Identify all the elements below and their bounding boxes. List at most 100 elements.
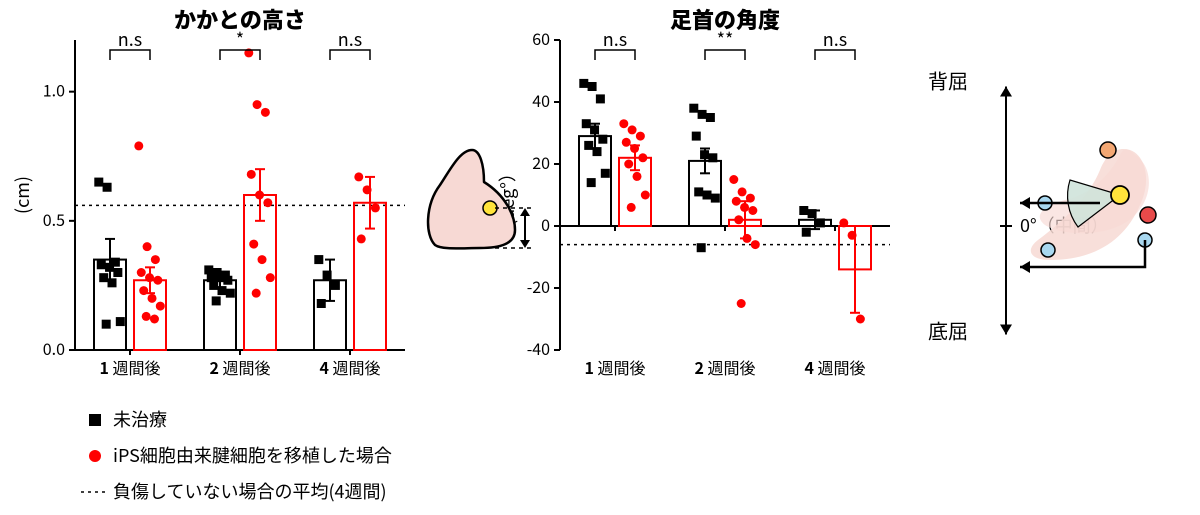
data-point (839, 218, 848, 227)
ytick-label: 0.0 (43, 336, 65, 360)
data-point (207, 273, 216, 282)
ytick-label: 0.5 (43, 207, 65, 231)
data-point (354, 172, 363, 181)
legend-label: 未治療 (113, 406, 167, 432)
data-point (148, 294, 157, 303)
xtick-label: 4 週間後 (804, 355, 865, 379)
data-point (598, 135, 607, 144)
sig-label: * (236, 26, 244, 52)
data-point (590, 125, 599, 134)
ankle-center-icon (1111, 186, 1129, 204)
data-point (799, 206, 808, 215)
data-point (593, 147, 602, 156)
data-point (641, 191, 650, 200)
data-point (624, 160, 633, 169)
data-point (223, 276, 232, 285)
sig-label: ** (717, 26, 734, 52)
xtick-label: 1 週間後 (99, 355, 160, 379)
data-point (204, 265, 213, 274)
data-point (143, 242, 152, 251)
data-point (150, 315, 159, 324)
data-point (622, 138, 631, 147)
data-point (134, 141, 143, 150)
data-point (156, 302, 165, 311)
legend-label: iPS細胞由来腱細胞を移植した場合 (113, 442, 392, 468)
data-point (703, 191, 712, 200)
data-point (751, 240, 760, 249)
data-point (99, 273, 108, 282)
data-point (255, 191, 264, 200)
data-point (816, 218, 825, 227)
sig-label: n.s (823, 26, 847, 52)
legend-marker-square (89, 414, 101, 426)
data-point (579, 79, 588, 88)
data-point (314, 255, 323, 264)
data-point (584, 141, 593, 150)
ytick-label: 40 (532, 88, 550, 112)
data-point (856, 315, 865, 324)
data-point (212, 296, 221, 305)
data-point (94, 178, 103, 187)
data-point (588, 82, 597, 91)
data-point (601, 169, 610, 178)
heel-marker-icon (483, 201, 497, 215)
data-point (261, 108, 270, 117)
data-point (209, 281, 218, 290)
data-point (102, 320, 111, 329)
data-point (263, 198, 272, 207)
data-point (689, 104, 698, 113)
label-dorsiflex: 背屈 (928, 66, 968, 95)
data-point (697, 243, 706, 252)
data-point (732, 197, 741, 206)
data-point (97, 260, 106, 269)
data-point (137, 268, 146, 277)
data-point (802, 228, 811, 237)
data-point (317, 299, 326, 308)
xtick-label: 4 週間後 (319, 355, 380, 379)
data-point (357, 234, 366, 243)
data-point (113, 268, 122, 277)
data-point (630, 144, 639, 153)
xtick-label: 1 週間後 (584, 355, 645, 379)
legend-marker-circle (89, 450, 101, 462)
data-point (706, 113, 715, 122)
ytick-label: 1.0 (43, 78, 65, 102)
data-point (108, 278, 117, 287)
data-point (331, 281, 340, 290)
data-point (323, 271, 332, 280)
data-point (638, 153, 647, 162)
data-point (145, 273, 154, 282)
data-point (738, 187, 747, 196)
data-point (740, 203, 749, 212)
data-point (596, 94, 605, 103)
data-point (151, 255, 160, 264)
data-point (708, 153, 717, 162)
data-point (103, 183, 112, 192)
data-point (700, 150, 709, 159)
data-point (116, 317, 125, 326)
data-point (247, 170, 256, 179)
ytick-label: -20 (527, 274, 550, 298)
data-point (627, 203, 636, 212)
data-point (698, 110, 707, 119)
data-point (142, 312, 151, 321)
data-point (252, 289, 261, 298)
data-point (692, 132, 701, 141)
data-point (633, 172, 642, 181)
data-point (619, 119, 628, 128)
label-plantarflex: 底屈 (928, 316, 968, 345)
data-point (694, 187, 703, 196)
data-point (215, 273, 224, 282)
xtick-label: 2 週間後 (209, 355, 270, 379)
sig-label: n.s (603, 26, 627, 52)
sig-label: n.s (118, 26, 142, 52)
data-point (363, 185, 372, 194)
data-point (587, 178, 596, 187)
data-point (808, 209, 817, 218)
data-point (748, 206, 757, 215)
data-point (249, 240, 258, 249)
data-point (226, 289, 235, 298)
data-point (636, 132, 645, 141)
xtick-label: 2 週間後 (694, 355, 755, 379)
data-point (253, 100, 262, 109)
